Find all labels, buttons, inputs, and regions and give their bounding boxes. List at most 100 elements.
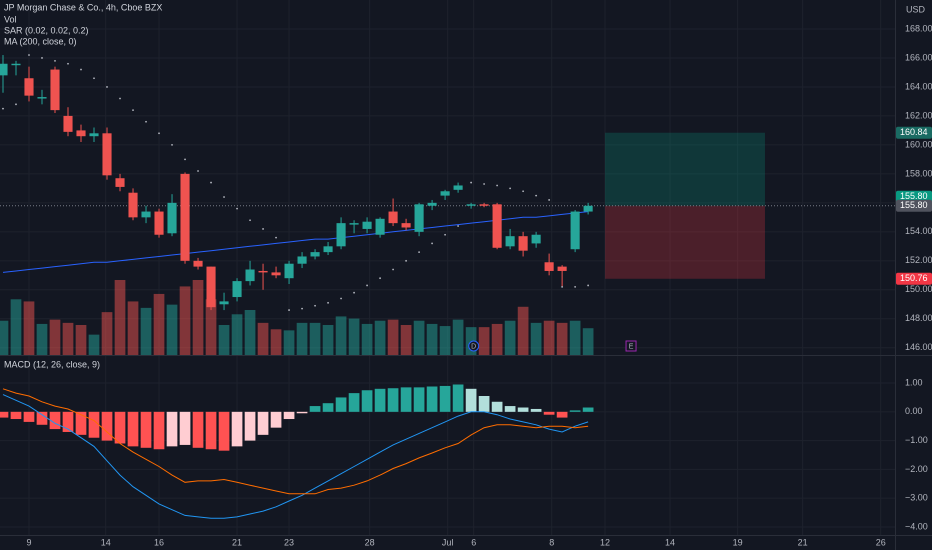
macd-histogram-bar [257, 411, 269, 435]
volume-bar [75, 325, 87, 355]
macd-histogram-bar [361, 390, 373, 412]
sar-dot [405, 259, 407, 262]
macd-histogram-bar [49, 411, 61, 430]
macd-histogram-bar [283, 411, 295, 420]
volume-bar [517, 306, 529, 355]
y-tick-label: 162.00 [905, 110, 932, 120]
macd-histogram-bar [296, 411, 308, 414]
macd-histogram-bar [192, 411, 204, 448]
volume-bar [465, 327, 477, 355]
candle-body [37, 97, 47, 99]
macd-histogram-bar [244, 411, 256, 441]
x-tick-label: 12 [600, 537, 610, 547]
macd-histogram-bar [270, 411, 282, 428]
candle-body [323, 246, 333, 253]
event-label: D [471, 343, 476, 350]
candle-body [388, 211, 398, 224]
candle-body [297, 256, 307, 264]
candle-body [336, 223, 346, 247]
sar-dot [340, 297, 342, 300]
sar-dot [184, 158, 186, 161]
volume-bar [257, 322, 269, 355]
x-tick-label: 21 [232, 537, 242, 547]
stop-tag-label: 150.76 [900, 273, 928, 283]
macd-histogram-bar [478, 396, 490, 412]
y-tick-label: 166.00 [905, 52, 932, 62]
candle-body [479, 204, 489, 206]
indicator-label: Vol [4, 14, 17, 24]
ma-line [2, 211, 589, 273]
sar-dot [236, 207, 238, 210]
volume-bar [36, 323, 48, 355]
candle-body [102, 133, 112, 176]
candle-body [401, 223, 411, 228]
macd-histogram-bar [504, 406, 516, 412]
macd-histogram-bar [517, 407, 529, 412]
sar-dot [197, 170, 199, 172]
macd-histogram-bar [179, 411, 191, 445]
macd-histogram-bar [0, 411, 9, 418]
macd-histogram-bar [426, 386, 438, 412]
entry-tag-label: 155.80 [900, 191, 928, 201]
candle-body [0, 63, 8, 76]
sar-dot [119, 97, 121, 100]
candle-body [440, 191, 450, 196]
macd-histogram-bar [101, 411, 113, 441]
volume-bar [166, 304, 178, 355]
signal-line [2, 388, 589, 495]
candle-body [115, 178, 125, 187]
x-tick-label: 26 [876, 537, 886, 547]
y-tick-label: 152.00 [905, 255, 932, 265]
y-tick-label: 1.00 [905, 377, 923, 387]
sar-dot [509, 187, 512, 190]
candle-body [414, 204, 424, 232]
candle-body [128, 192, 138, 218]
stop-tag [896, 272, 932, 285]
macd-histogram-bar [569, 410, 581, 412]
x-tick-label: 23 [284, 537, 294, 547]
candle-body [557, 266, 567, 271]
macd-histogram-bar [153, 411, 165, 450]
volume-bar [439, 326, 451, 355]
macd-histogram-bar [491, 401, 503, 412]
target-tag-label: 160.84 [900, 127, 928, 137]
volume-bar [114, 280, 126, 355]
macd-histogram-bar [465, 388, 477, 412]
sar-dot [28, 54, 30, 56]
last-price-tag [896, 199, 932, 212]
candle-body [63, 115, 73, 132]
candle-body [89, 133, 99, 137]
macd-histogram-bar [309, 406, 321, 412]
macd-histogram-bar [114, 411, 126, 444]
candle-body [141, 211, 151, 218]
volume-bar [127, 301, 139, 355]
macd-histogram-bar [556, 411, 568, 418]
candle-body [362, 221, 372, 229]
sar-dot [574, 285, 577, 288]
sar-dot [223, 196, 225, 198]
volume-bar [0, 320, 9, 355]
volume-bar [296, 322, 308, 355]
x-tick-label: 19 [733, 537, 743, 547]
macd-histogram-bar [218, 411, 230, 451]
volume-bar [543, 320, 555, 355]
sar-dot [132, 109, 134, 112]
volume-bar [101, 312, 113, 355]
y-tick-label: −3.00 [905, 493, 928, 503]
sar-dot [2, 107, 4, 110]
volume-bar [504, 320, 516, 355]
profit-zone [605, 132, 765, 206]
volume-bar [192, 280, 204, 355]
sar-dot [41, 57, 43, 59]
indicator-label: MA (200, close, 0) [4, 36, 77, 46]
macd-histogram-bar [205, 411, 217, 450]
macd-histogram-bar [322, 403, 334, 412]
sar-dot [106, 86, 108, 88]
macd-histogram-bar [166, 411, 178, 447]
volume-bar [478, 327, 490, 355]
event-marker [468, 340, 480, 352]
macd-histogram-bar [452, 384, 464, 412]
volume-bar [348, 318, 360, 355]
macd-histogram-bar [413, 387, 425, 412]
y-tick-label: 0.00 [905, 406, 923, 416]
